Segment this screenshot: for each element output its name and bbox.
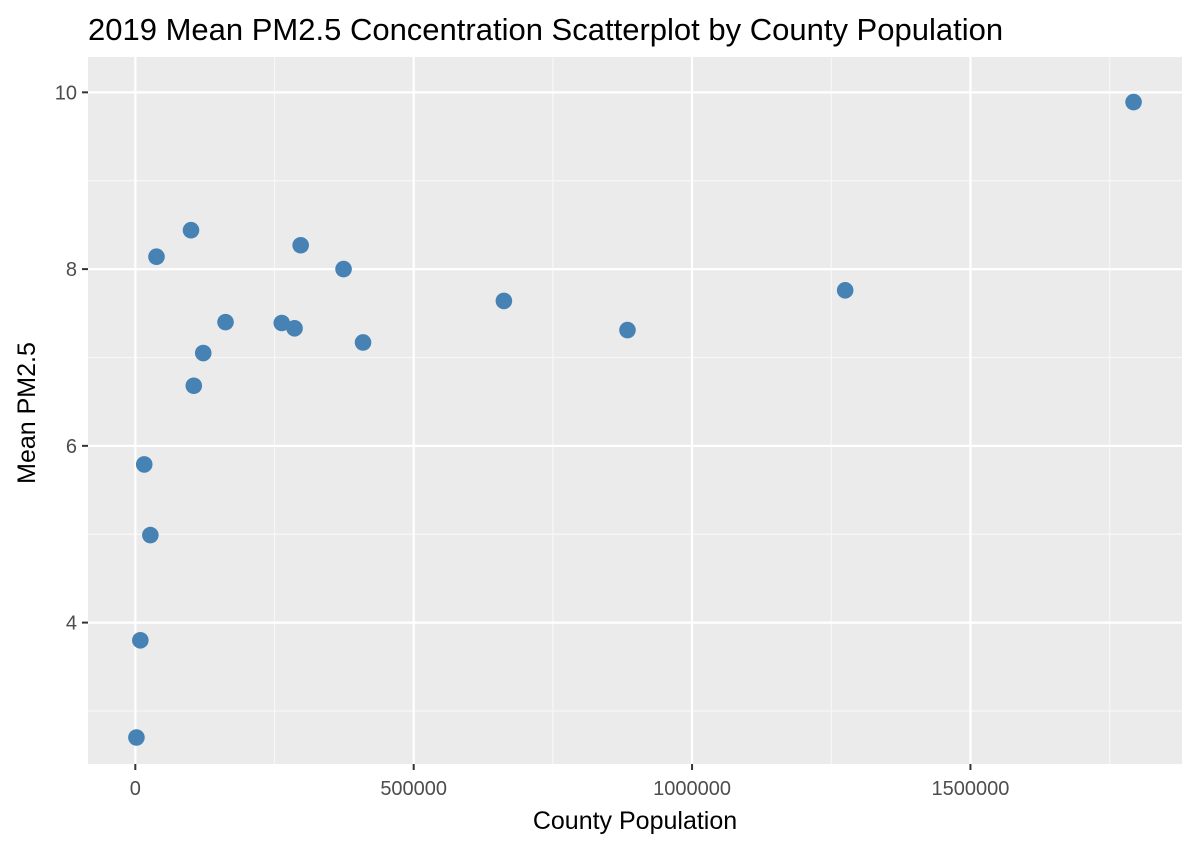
data-point — [194, 344, 212, 362]
x-axis-title: County Population — [533, 807, 737, 835]
data-point — [292, 236, 309, 254]
y-tick-label: 10 — [55, 82, 77, 104]
chart-title: 2019 Mean PM2.5 Concentration Scatterplo… — [88, 12, 1003, 47]
x-tick-label: 0 — [130, 778, 141, 800]
data-point — [836, 282, 854, 299]
y-tick-label: 8 — [66, 259, 77, 281]
data-point — [354, 334, 372, 351]
data-point — [142, 526, 159, 544]
data-point — [135, 456, 153, 473]
data-point — [286, 320, 303, 337]
data-point — [185, 377, 203, 395]
x-tick-label: 1000000 — [653, 778, 731, 800]
y-axis-title: Mean PM2.5 — [13, 342, 41, 484]
data-point — [132, 631, 149, 649]
x-tick-label: 500000 — [380, 778, 447, 800]
data-point — [217, 313, 234, 331]
x-tick-label: 1500000 — [932, 778, 1010, 800]
data-point — [273, 314, 291, 332]
data-point — [148, 248, 165, 266]
y-tick-label: 4 — [66, 613, 77, 635]
data-point — [128, 729, 145, 746]
data-point — [335, 260, 352, 278]
data-point — [182, 221, 200, 239]
data-points — [128, 93, 1142, 746]
x-axis: 0 500000 1000000 1500000 — [130, 764, 1010, 800]
y-tick-label: 6 — [66, 436, 77, 458]
data-point — [1125, 93, 1142, 111]
data-point — [495, 292, 513, 310]
data-point — [619, 321, 636, 339]
y-axis: 4 6 8 10 — [55, 82, 88, 635]
grid-lines — [88, 57, 1182, 764]
plot-panel — [88, 57, 1182, 764]
